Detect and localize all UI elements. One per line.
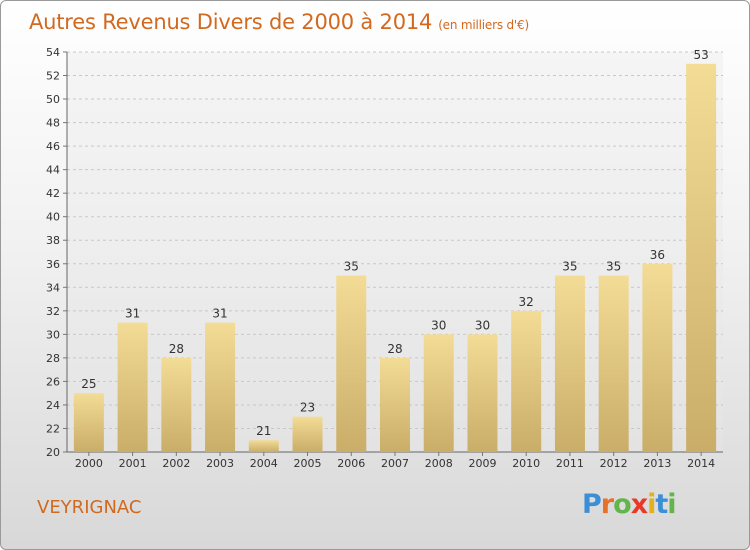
bar [598,275,629,452]
y-tick-label: 26 [46,375,60,388]
x-tick-label: 2005 [294,457,322,470]
x-tick-label: 2012 [600,457,628,470]
y-tick-label: 34 [46,281,60,294]
y-tick-label: 54 [46,46,60,59]
y-tick-label: 42 [46,187,60,200]
y-tick-label: 32 [46,305,60,318]
y-tick-label: 48 [46,117,60,130]
y-tick-label: 40 [46,211,60,224]
data-label: 32 [519,295,534,309]
x-tick-label: 2006 [337,457,365,470]
chart-subtitle: (en milliers d'€) [438,18,529,32]
data-label: 30 [431,318,446,332]
bar [423,334,454,452]
data-label: 28 [169,342,184,356]
bar [686,63,717,452]
bar [467,334,498,452]
x-tick-label: 2009 [468,457,496,470]
bar [642,263,673,452]
proxiti-logo: Proxiti [582,489,677,520]
x-tick-label: 2002 [162,457,190,470]
x-tick-label: 2014 [687,457,715,470]
chart-title: Autres Revenus Divers de 2000 à 2014 [29,10,433,34]
chart-title-block: Autres Revenus Divers de 2000 à 2014 (en … [29,10,529,34]
town-name: VEYRIGNAC [37,497,142,518]
x-tick-label: 2011 [556,457,584,470]
bar [380,357,410,452]
data-label: 21 [256,424,271,438]
x-tick-label: 2007 [381,457,409,470]
bar [161,357,192,452]
data-label: 35 [606,260,621,274]
bar [554,275,585,452]
data-label: 28 [387,342,402,356]
bar [248,440,279,452]
data-label: 31 [212,307,227,321]
bar [511,310,542,452]
x-tick-label: 2000 [75,457,103,470]
data-label: 31 [125,307,140,321]
data-label: 53 [693,48,708,62]
y-tick-label: 20 [46,446,60,459]
y-tick-label: 22 [46,422,60,435]
y-tick-label: 28 [46,352,60,365]
y-tick-label: 46 [46,140,60,153]
x-tick-label: 2008 [425,457,453,470]
bar [336,275,367,452]
x-tick-label: 2013 [643,457,671,470]
data-label: 23 [300,401,315,415]
x-tick-label: 2001 [119,457,147,470]
y-tick-label: 44 [46,164,60,177]
data-label: 35 [344,260,359,274]
bar [205,322,236,452]
y-tick-label: 24 [46,399,60,412]
bar [73,393,104,452]
x-tick-label: 2003 [206,457,234,470]
y-tick-label: 30 [46,328,60,341]
y-tick-label: 52 [46,70,60,83]
data-label: 35 [562,260,577,274]
x-tick-label: 2010 [512,457,540,470]
data-label: 36 [650,248,665,262]
x-tick-label: 2004 [250,457,278,470]
data-label: 25 [81,377,96,391]
y-tick-label: 36 [46,258,60,271]
data-label: 30 [475,318,490,332]
y-tick-label: 38 [46,234,60,247]
bar [292,416,323,452]
bar [117,322,148,452]
y-tick-label: 50 [46,93,60,106]
